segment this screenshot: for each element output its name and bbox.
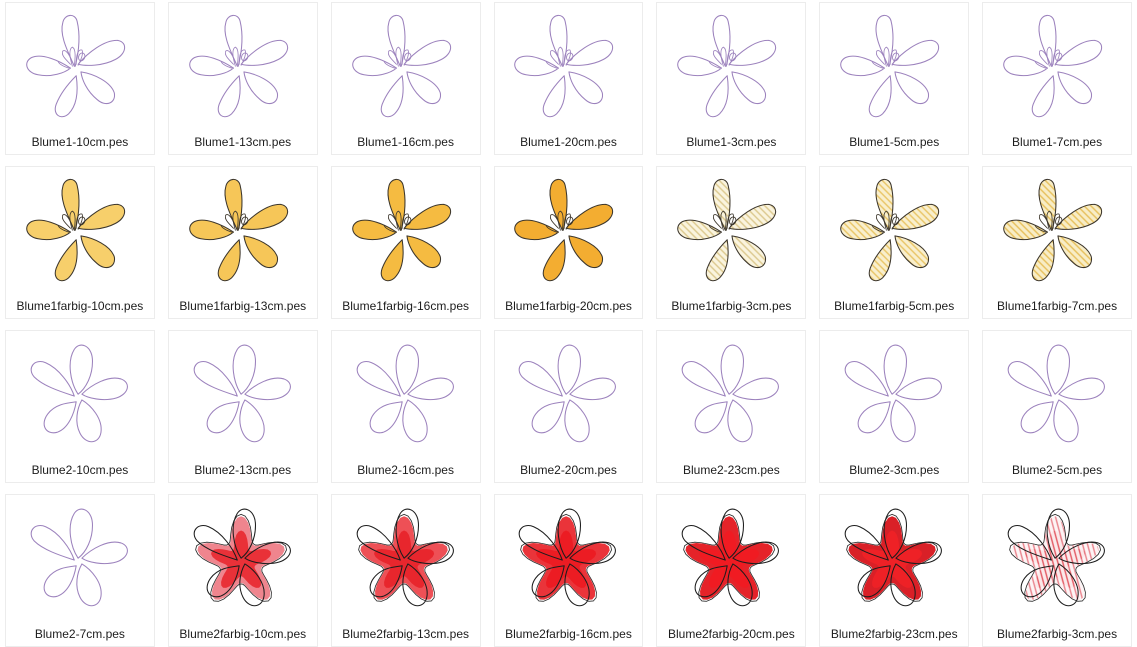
file-tile[interactable]: Blume2-20cm.pes bbox=[493, 330, 644, 483]
file-name: Blume2farbig-10cm.pes bbox=[179, 627, 307, 641]
flower-thumbnail bbox=[169, 167, 317, 299]
flower-thumbnail bbox=[495, 3, 643, 135]
file-tile[interactable]: Blume2farbig-10cm.pes bbox=[167, 494, 318, 647]
file-tile[interactable]: Blume1farbig-5cm.pes bbox=[819, 166, 970, 319]
flower-thumbnail bbox=[983, 331, 1131, 463]
file-tile[interactable]: Blume1-10cm.pes bbox=[5, 2, 155, 155]
flower-thumbnail bbox=[495, 495, 643, 627]
file-tile[interactable]: Blume2farbig-3cm.pes bbox=[982, 494, 1132, 647]
file-tile[interactable]: Blume1-16cm.pes bbox=[330, 2, 481, 155]
flower-thumbnail bbox=[6, 495, 154, 627]
file-tile[interactable]: Blume1farbig-10cm.pes bbox=[5, 166, 155, 319]
flower-thumbnail bbox=[495, 331, 643, 463]
file-tile[interactable]: Blume2-23cm.pes bbox=[656, 330, 807, 483]
file-name: Blume1farbig-7cm.pes bbox=[997, 299, 1118, 313]
file-name: Blume1farbig-16cm.pes bbox=[342, 299, 469, 313]
file-name: Blume2farbig-20cm.pes bbox=[667, 627, 795, 641]
file-name: Blume2-16cm.pes bbox=[357, 463, 454, 477]
file-tile[interactable]: Blume1-20cm.pes bbox=[493, 2, 644, 155]
flower-thumbnail bbox=[6, 331, 154, 463]
file-tile[interactable]: Blume2farbig-13cm.pes bbox=[330, 494, 481, 647]
file-tile[interactable]: Blume2farbig-23cm.pes bbox=[819, 494, 970, 647]
file-name: Blume1-7cm.pes bbox=[1012, 135, 1103, 149]
file-name: Blume1-3cm.pes bbox=[686, 135, 777, 149]
file-name: Blume1-16cm.pes bbox=[357, 135, 454, 149]
file-tile[interactable]: Blume1-5cm.pes bbox=[819, 2, 970, 155]
file-name: Blume1farbig-20cm.pes bbox=[505, 299, 632, 313]
file-name: Blume1farbig-10cm.pes bbox=[16, 299, 144, 313]
file-name: Blume2-3cm.pes bbox=[849, 463, 940, 477]
flower-thumbnail bbox=[820, 167, 968, 299]
flower-thumbnail bbox=[169, 3, 317, 135]
file-name: Blume1-10cm.pes bbox=[31, 135, 129, 149]
file-tile[interactable]: Blume1-13cm.pes bbox=[167, 2, 318, 155]
flower-thumbnail bbox=[332, 495, 480, 627]
file-tile[interactable]: Blume2farbig-20cm.pes bbox=[656, 494, 807, 647]
file-tile[interactable]: Blume2-16cm.pes bbox=[330, 330, 481, 483]
flower-thumbnail bbox=[820, 3, 968, 135]
file-name: Blume2-13cm.pes bbox=[194, 463, 292, 477]
flower-thumbnail bbox=[495, 167, 643, 299]
flower-thumbnail bbox=[6, 3, 154, 135]
file-tile[interactable]: Blume2farbig-16cm.pes bbox=[493, 494, 644, 647]
flower-thumbnail bbox=[820, 331, 968, 463]
file-name: Blume2farbig-23cm.pes bbox=[830, 627, 958, 641]
file-name: Blume1-20cm.pes bbox=[520, 135, 617, 149]
flower-thumbnail bbox=[820, 495, 968, 627]
flower-thumbnail bbox=[332, 3, 480, 135]
flower-thumbnail bbox=[6, 167, 154, 299]
flower-thumbnail bbox=[657, 3, 805, 135]
flower-thumbnail bbox=[657, 167, 805, 299]
file-name: Blume2farbig-13cm.pes bbox=[342, 627, 469, 641]
flower-thumbnail bbox=[983, 3, 1131, 135]
file-tile[interactable]: Blume2-5cm.pes bbox=[982, 330, 1132, 483]
file-tile[interactable]: Blume1farbig-16cm.pes bbox=[330, 166, 481, 319]
file-name: Blume1-5cm.pes bbox=[849, 135, 940, 149]
file-tile[interactable]: Blume1-3cm.pes bbox=[656, 2, 807, 155]
flower-thumbnail bbox=[983, 167, 1131, 299]
file-tile[interactable]: Blume1farbig-20cm.pes bbox=[493, 166, 644, 319]
file-tile[interactable]: Blume2-10cm.pes bbox=[5, 330, 155, 483]
file-name: Blume1farbig-13cm.pes bbox=[179, 299, 307, 313]
flower-thumbnail bbox=[657, 495, 805, 627]
flower-thumbnail bbox=[983, 495, 1131, 627]
file-tile[interactable]: Blume1farbig-13cm.pes bbox=[167, 166, 318, 319]
file-name: Blume1farbig-5cm.pes bbox=[834, 299, 955, 313]
file-name: Blume2-23cm.pes bbox=[682, 463, 780, 477]
file-tile[interactable]: Blume2-13cm.pes bbox=[167, 330, 318, 483]
file-tile[interactable]: Blume1-7cm.pes bbox=[982, 2, 1132, 155]
file-name: Blume1farbig-3cm.pes bbox=[671, 299, 792, 313]
flower-thumbnail bbox=[332, 331, 480, 463]
file-name: Blume2farbig-3cm.pes bbox=[997, 627, 1118, 641]
flower-thumbnail bbox=[332, 167, 480, 299]
file-name: Blume2farbig-16cm.pes bbox=[505, 627, 632, 641]
flower-thumbnail bbox=[169, 495, 317, 627]
file-name: Blume1-13cm.pes bbox=[194, 135, 292, 149]
file-name: Blume2-5cm.pes bbox=[1012, 463, 1103, 477]
flower-thumbnail bbox=[657, 331, 805, 463]
flower-thumbnail bbox=[169, 331, 317, 463]
file-tile[interactable]: Blume2-7cm.pes bbox=[5, 494, 155, 647]
file-tile[interactable]: Blume1farbig-3cm.pes bbox=[656, 166, 807, 319]
file-name: Blume2-7cm.pes bbox=[34, 627, 125, 641]
file-tile[interactable]: Blume1farbig-7cm.pes bbox=[982, 166, 1132, 319]
file-name: Blume2-10cm.pes bbox=[31, 463, 129, 477]
file-tile[interactable]: Blume2-3cm.pes bbox=[819, 330, 970, 483]
file-name: Blume2-20cm.pes bbox=[520, 463, 617, 477]
